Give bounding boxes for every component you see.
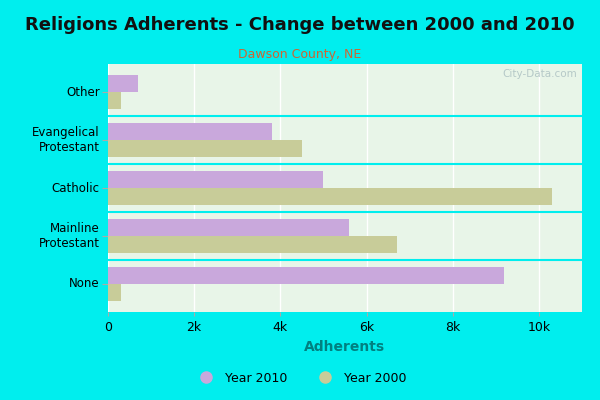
Bar	[108, 236, 397, 253]
Bar	[108, 92, 121, 109]
Legend: Year 2010, Year 2000: Year 2010, Year 2000	[189, 367, 411, 390]
Text: Religions Adherents - Change between 2000 and 2010: Religions Adherents - Change between 200…	[25, 16, 575, 34]
Bar	[108, 188, 552, 205]
Bar	[108, 284, 121, 301]
Bar	[108, 267, 505, 284]
Bar	[108, 75, 138, 92]
Text: City-Data.com: City-Data.com	[503, 69, 577, 79]
Bar	[108, 171, 323, 188]
Bar	[108, 140, 302, 157]
Bar	[108, 123, 272, 140]
X-axis label: Adherents: Adherents	[304, 340, 386, 354]
Text: Dawson County, NE: Dawson County, NE	[238, 48, 362, 61]
Bar	[108, 219, 349, 236]
